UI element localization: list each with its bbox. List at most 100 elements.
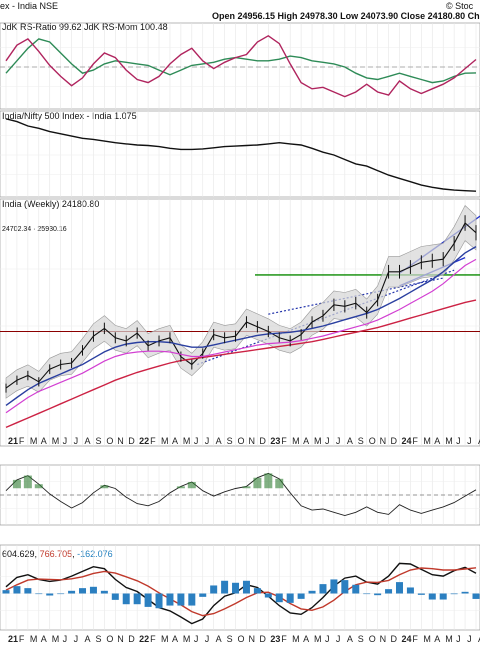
macd-histogram-bar	[395, 582, 403, 594]
x-tick-label: F	[19, 634, 25, 644]
x-tick-label: D	[391, 634, 398, 644]
rrg-legend: JdK RS-Ratio 99.62 JdK RS-Mom 100.48	[2, 22, 168, 32]
macd-histogram-bar	[308, 590, 316, 594]
x-tick-label: D	[391, 436, 398, 446]
oscillator-fill	[100, 485, 109, 489]
oscillator-fill	[253, 477, 262, 489]
x-tick-label: J	[456, 436, 461, 446]
macd-histogram-bar	[210, 585, 218, 594]
macd-histogram-bar	[253, 588, 261, 594]
oscillator-line	[5, 472, 477, 516]
macd-histogram-bar	[439, 593, 447, 600]
x-tick-label: S	[227, 634, 233, 644]
x-tick-label: A	[347, 436, 353, 446]
x-tick-label: J	[325, 436, 330, 446]
macd-histogram-bar	[57, 593, 65, 595]
macd-histogram-bar	[330, 579, 338, 594]
x-tick-label: A	[303, 634, 309, 644]
x-tick-label: 23	[270, 634, 280, 644]
chart-title: ex - India NSE	[0, 1, 58, 11]
x-tick-label: M	[52, 436, 60, 446]
macd-histogram-bar	[286, 593, 294, 603]
x-tick-label: M	[314, 634, 322, 644]
x-tick-label: A	[216, 436, 222, 446]
x-tick-label: N	[248, 634, 255, 644]
macd-histogram-bar	[417, 593, 425, 595]
macd-histogram-bar	[68, 590, 76, 594]
x-tick-label: M	[183, 436, 191, 446]
x-tick-label: F	[150, 634, 156, 644]
x-tick-label: J	[63, 436, 68, 446]
x-tick-label: M	[445, 634, 453, 644]
macd-histogram-bar	[166, 593, 174, 606]
x-tick-label: A	[41, 634, 47, 644]
price-panel	[0, 198, 480, 447]
macd-histogram-bar	[319, 584, 327, 594]
macd-histogram-bar	[352, 584, 360, 594]
macd-histogram-bar	[155, 593, 163, 609]
macd-histogram-bar	[221, 580, 229, 594]
x-tick-label: A	[172, 634, 178, 644]
price-sublegend: 24702.34 · 25930.16	[2, 226, 67, 233]
macd-legend: 604.629, 766.705, -162.076	[2, 549, 113, 559]
x-tick-label: J	[194, 436, 199, 446]
relative-panel	[0, 110, 480, 198]
x-tick-label: N	[380, 436, 387, 446]
oscillator-fill	[264, 473, 273, 489]
x-tick-label: A	[303, 436, 309, 446]
macd-histogram-bar	[297, 593, 305, 599]
x-tick-label: 22	[139, 436, 149, 446]
series-line-sma-24702-34	[5, 245, 477, 406]
x-tick-label: S	[95, 634, 101, 644]
x-tick-label: A	[216, 634, 222, 644]
x-tick-label: N	[117, 436, 124, 446]
x-tick-label: M	[30, 634, 38, 644]
macd-histogram-bar	[374, 593, 382, 596]
x-tick-label: D	[128, 634, 135, 644]
macd-histogram-bar	[341, 580, 349, 594]
x-tick-label: F	[412, 436, 418, 446]
macd-histogram-bar	[406, 587, 414, 594]
x-tick-label: J	[63, 634, 68, 644]
x-tick-label: S	[358, 436, 364, 446]
x-tick-label: J	[336, 634, 341, 644]
histogram-value: -162.076	[77, 549, 113, 559]
macd-histogram-bar	[199, 593, 207, 597]
macd-histogram-bar	[363, 593, 371, 595]
x-tick-label: M	[445, 436, 453, 446]
x-tick-label: A	[85, 634, 91, 644]
series-line-sma-25930-16	[5, 299, 477, 429]
x-tick-label: M	[161, 634, 169, 644]
x-tick-label: A	[172, 436, 178, 446]
x-tick-label: N	[117, 634, 124, 644]
x-tick-label: A	[478, 436, 480, 446]
ohlc-readout: Open 24956.15 High 24978.30 Low 24073.90…	[212, 11, 480, 21]
series-line-jdk-rs-ratio	[5, 38, 477, 84]
oscillator-fill	[176, 486, 185, 489]
x-tick-label: F	[412, 634, 418, 644]
series-line-india-nifty-500-index-india	[5, 118, 477, 192]
x-tick-label: M	[292, 436, 300, 446]
oscillator-fill	[12, 479, 21, 489]
macd-histogram-bar	[144, 593, 152, 607]
x-tick-label: 24	[401, 634, 411, 644]
x-tick-label: J	[74, 436, 79, 446]
relative-legend: India/Nifty 500 Index - India 1.075	[2, 111, 137, 121]
x-tick-label: S	[227, 436, 233, 446]
x-tick-label: 23	[270, 436, 280, 446]
price-legend: India (Weekly) 24180.80	[2, 199, 99, 209]
x-tick-label: J	[336, 436, 341, 446]
x-tick-label: O	[238, 634, 245, 644]
x-tick-label: O	[106, 634, 113, 644]
macd-histogram-bar	[188, 593, 196, 606]
macd-histogram-bar	[13, 586, 21, 594]
macd-histogram-bar	[46, 593, 54, 596]
macd-histogram-bar	[35, 593, 43, 595]
x-tick-label: A	[347, 634, 353, 644]
x-tick-label: D	[128, 436, 135, 446]
x-tick-label: M	[423, 634, 431, 644]
x-tick-label: F	[281, 436, 287, 446]
x-tick-label: 24	[401, 436, 411, 446]
